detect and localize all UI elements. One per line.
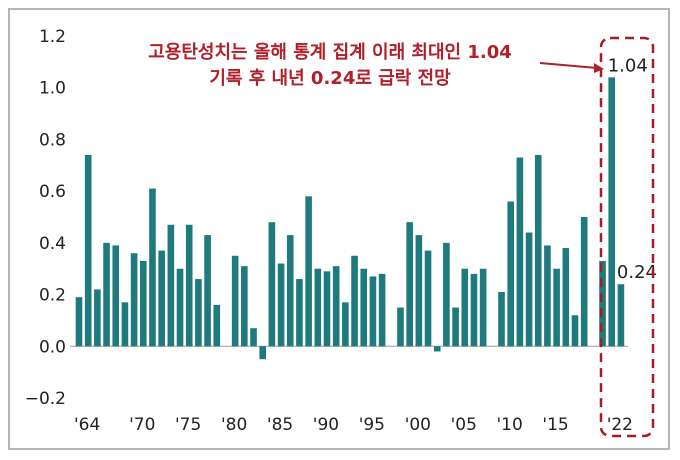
bar-1989 xyxy=(305,196,312,347)
y-tick-label: 0.8 xyxy=(39,130,66,150)
bar-2002 xyxy=(424,250,432,347)
x-tick-label: '64 xyxy=(74,415,100,435)
bar-1966 xyxy=(94,289,101,347)
bar-1968 xyxy=(112,245,120,347)
bar-1978 xyxy=(204,235,211,347)
bar-1986 xyxy=(277,263,285,347)
x-tick-label: '10 xyxy=(497,415,523,435)
bar-1970 xyxy=(130,253,138,347)
bar-2015 xyxy=(544,245,551,347)
x-tick-label: '00 xyxy=(405,415,431,435)
x-tick-label: '85 xyxy=(267,415,293,435)
y-tick-label: 1.2 xyxy=(39,27,66,47)
bar-1995 xyxy=(360,268,368,347)
bar-2019 xyxy=(580,217,588,347)
chart-frame xyxy=(8,8,670,450)
y-tick-label: 0.6 xyxy=(39,182,66,202)
x-tick-label: '75 xyxy=(175,415,201,435)
bar-2003 xyxy=(433,346,441,352)
y-tick-label: 1.0 xyxy=(39,79,66,99)
bar-2006 xyxy=(461,268,469,347)
bar-1981 xyxy=(231,255,239,347)
bar-2018 xyxy=(571,315,579,347)
bar-2004 xyxy=(443,242,450,347)
bar-1982 xyxy=(241,266,248,347)
bar-2022 xyxy=(608,77,616,347)
bar-2000 xyxy=(406,222,413,347)
bar-1994 xyxy=(351,255,358,347)
x-tick-label: '90 xyxy=(313,415,339,435)
highlight-box xyxy=(599,36,655,438)
bar-2012 xyxy=(516,157,524,347)
bar-1976 xyxy=(185,224,193,347)
y-tick-label: 0.0 xyxy=(39,337,66,357)
bar-2007 xyxy=(470,273,478,347)
x-tick-label: '95 xyxy=(359,415,385,435)
bar-1973 xyxy=(158,250,165,347)
y-tick-label: 0.4 xyxy=(39,234,66,254)
bar-1969 xyxy=(121,302,129,347)
x-tick-label: '22 xyxy=(607,415,633,435)
annotation-line-2: 기록 후 내년 0.24로 급락 전망 xyxy=(209,68,451,89)
bar-2008 xyxy=(479,268,487,347)
bar-2021 xyxy=(599,260,606,347)
bar-1997 xyxy=(378,273,386,347)
x-tick-label: '05 xyxy=(451,415,477,435)
y-tick-label: 0.2 xyxy=(39,286,66,306)
bar-1974 xyxy=(167,224,175,347)
bar-1971 xyxy=(140,260,147,347)
x-tick-label: '70 xyxy=(129,415,155,435)
bar-1965 xyxy=(84,154,92,347)
bar-2005 xyxy=(452,307,459,347)
bar-1984 xyxy=(259,346,266,360)
bar-1985 xyxy=(268,222,276,347)
bar-1972 xyxy=(149,188,156,347)
bar-2017 xyxy=(562,248,570,347)
annotation-line-1: 고용탄성치는 올해 통계 집계 이래 최대인 1.04 xyxy=(148,42,512,63)
x-axis-tick-labels: '64 '70 '75 '80 '85 '90 '95 '00 '05 '10 '15 '22 xyxy=(74,415,633,435)
bar-2011 xyxy=(507,201,514,347)
data-label-2022: 1.04 xyxy=(608,55,648,76)
bar-2016 xyxy=(553,268,560,347)
bar-1992 xyxy=(332,266,340,347)
bar-1967 xyxy=(103,242,110,347)
annotation-arrow xyxy=(539,62,604,73)
x-tick-label: '80 xyxy=(221,415,247,435)
bar-2013 xyxy=(525,232,533,347)
bar-1979 xyxy=(213,304,221,347)
data-label-2023: 0.24 xyxy=(617,262,657,283)
bar-2014 xyxy=(534,154,542,347)
y-tick-label: −0.2 xyxy=(25,389,66,409)
bar-1990 xyxy=(314,268,322,347)
bar-1987 xyxy=(286,235,294,347)
bar-1999 xyxy=(397,307,404,347)
data-labels: 1.04 0.24 xyxy=(608,55,657,283)
bar-1964 xyxy=(75,297,83,347)
bar-1975 xyxy=(176,268,184,347)
x-tick-label: '15 xyxy=(542,415,568,435)
bar-1996 xyxy=(369,276,377,347)
bar-1988 xyxy=(296,279,303,347)
bar-1993 xyxy=(342,302,349,347)
bar-1977 xyxy=(195,279,202,347)
bar-2010 xyxy=(498,291,505,347)
bar-1991 xyxy=(323,271,331,347)
bar-2023 xyxy=(617,284,625,347)
y-axis-tick-labels: 1.2 1.0 0.8 0.6 0.4 0.2 0.0 −0.2 xyxy=(25,27,66,409)
bar-series xyxy=(75,77,625,360)
bar-2001 xyxy=(415,235,423,347)
bar-1983 xyxy=(250,328,257,347)
